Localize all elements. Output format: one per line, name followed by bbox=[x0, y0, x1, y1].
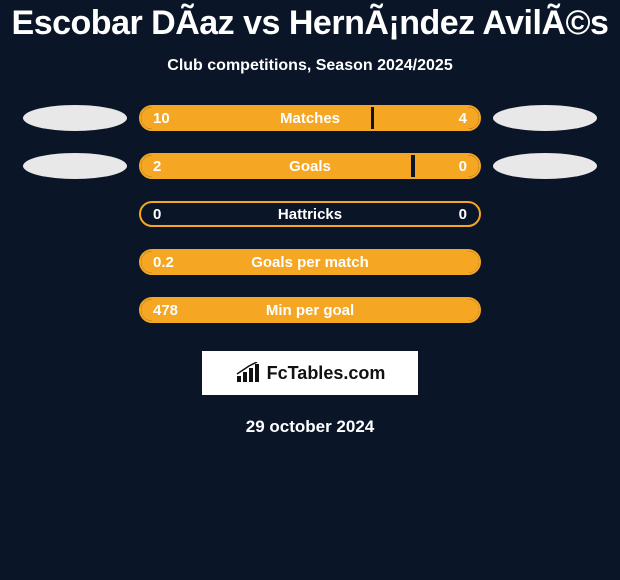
left-value: 2 bbox=[153, 158, 161, 175]
left-marker bbox=[23, 297, 127, 323]
right-value: 0 bbox=[459, 206, 467, 223]
right-marker bbox=[493, 153, 597, 179]
left-value: 0 bbox=[153, 206, 161, 223]
stat-label: Hattricks bbox=[278, 206, 342, 223]
bar-fill-left bbox=[141, 155, 411, 177]
left-marker bbox=[23, 201, 127, 227]
comparison-chart: 10 Matches 4 2 Goals 0 0 Hattr bbox=[0, 105, 620, 323]
stat-label: Goals per match bbox=[251, 254, 369, 271]
left-marker bbox=[23, 153, 127, 179]
ellipse-icon bbox=[23, 105, 127, 131]
stat-label: Matches bbox=[280, 110, 340, 127]
left-value: 10 bbox=[153, 110, 170, 127]
stat-bar: 0.2 Goals per match bbox=[139, 249, 481, 275]
stat-label: Goals bbox=[289, 158, 331, 175]
stat-bar: 478 Min per goal bbox=[139, 297, 481, 323]
stat-row: 478 Min per goal bbox=[0, 297, 620, 323]
bar-fill-right bbox=[415, 155, 479, 177]
left-marker bbox=[23, 105, 127, 131]
left-value: 0.2 bbox=[153, 254, 174, 271]
right-value: 0 bbox=[459, 158, 467, 175]
stat-bar: 0 Hattricks 0 bbox=[139, 201, 481, 227]
right-marker bbox=[493, 105, 597, 131]
stat-label: Min per goal bbox=[266, 302, 354, 319]
stat-row: 0.2 Goals per match bbox=[0, 249, 620, 275]
brand-text: FcTables.com bbox=[267, 363, 386, 384]
infographic-container: Escobar DÃ­az vs HernÃ¡ndez AvilÃ©s Club… bbox=[0, 0, 620, 437]
ellipse-icon bbox=[493, 153, 597, 179]
page-title: Escobar DÃ­az vs HernÃ¡ndez AvilÃ©s bbox=[0, 4, 620, 43]
ellipse-icon bbox=[23, 153, 127, 179]
stat-row: 0 Hattricks 0 bbox=[0, 201, 620, 227]
brand-badge: FcTables.com bbox=[202, 351, 418, 395]
bar-chart-icon bbox=[235, 362, 263, 384]
left-value: 478 bbox=[153, 302, 178, 319]
right-marker bbox=[493, 201, 597, 227]
stat-row: 2 Goals 0 bbox=[0, 153, 620, 179]
left-marker bbox=[23, 249, 127, 275]
date-text: 29 october 2024 bbox=[0, 417, 620, 437]
subtitle: Club competitions, Season 2024/2025 bbox=[0, 57, 620, 75]
stat-bar: 10 Matches 4 bbox=[139, 105, 481, 131]
right-marker bbox=[493, 297, 597, 323]
stat-bar: 2 Goals 0 bbox=[139, 153, 481, 179]
ellipse-icon bbox=[493, 105, 597, 131]
right-marker bbox=[493, 249, 597, 275]
right-value: 4 bbox=[459, 110, 467, 127]
stat-row: 10 Matches 4 bbox=[0, 105, 620, 131]
